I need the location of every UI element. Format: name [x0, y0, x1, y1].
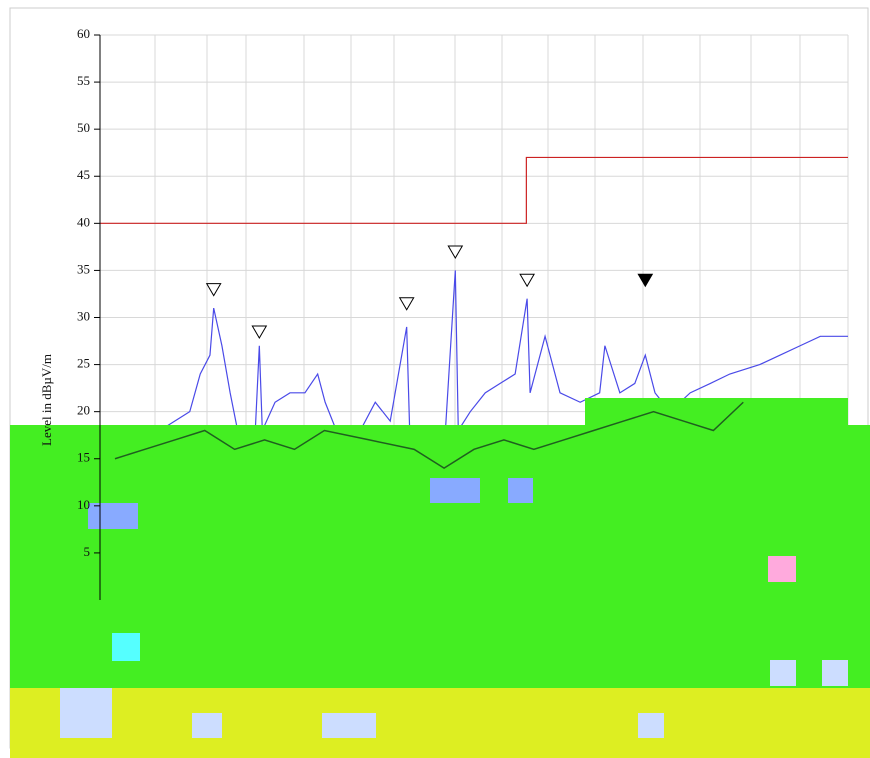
y-axis-label: Level in dBµV/m [39, 354, 54, 446]
peak-marker [398, 297, 415, 311]
y-tick-label: 40 [77, 214, 90, 229]
series-line [100, 156, 848, 224]
y-tick-label: 55 [77, 73, 90, 88]
y-tick-label: 50 [77, 120, 90, 135]
y-tick-label: 25 [77, 356, 90, 371]
peak-marker [519, 273, 535, 288]
peak-marker [447, 245, 464, 259]
render-artifact [10, 398, 870, 758]
y-tick-label: 15 [77, 450, 90, 465]
series-line [114, 401, 744, 470]
peak-marker [251, 325, 268, 340]
y-tick-label: 20 [77, 403, 90, 418]
y-tick-label: 45 [77, 167, 90, 182]
y-tick-label: 60 [77, 26, 90, 41]
peak-marker [637, 273, 654, 288]
y-tick-label: 10 [77, 497, 90, 512]
y-tick-label: 5 [84, 544, 91, 559]
y-tick-label: 35 [77, 261, 90, 276]
peak-marker [205, 283, 222, 297]
y-tick-label: 30 [77, 308, 90, 323]
